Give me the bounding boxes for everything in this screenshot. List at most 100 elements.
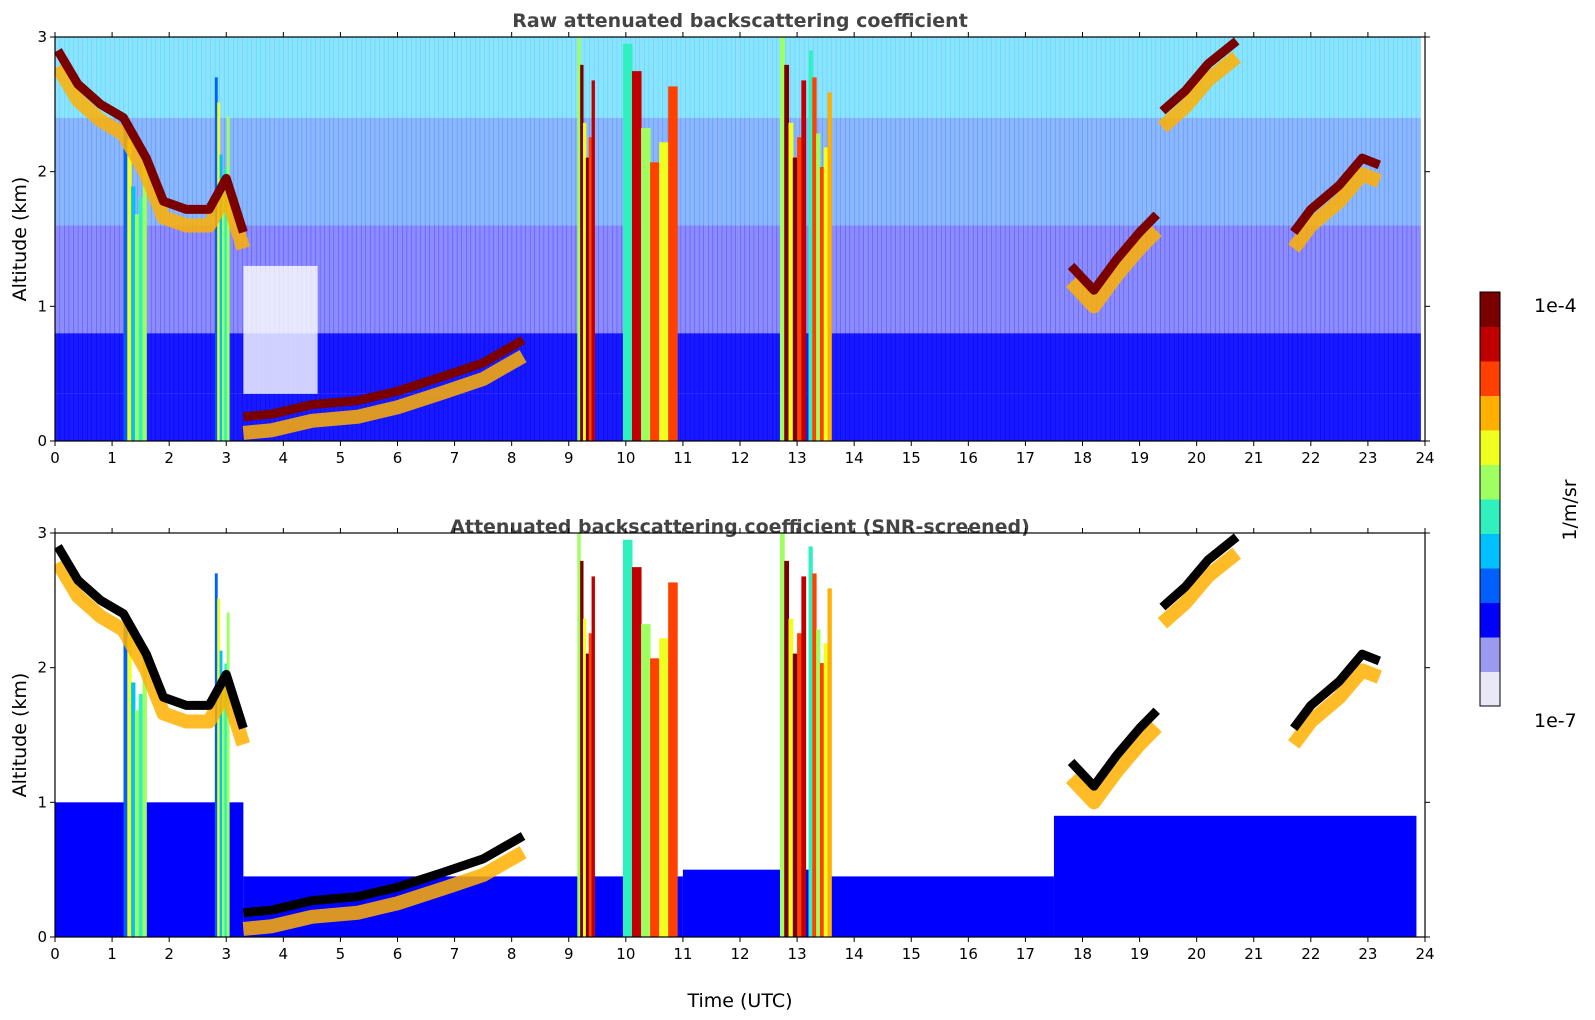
noise-cell	[603, 393, 609, 441]
noise-cell	[520, 37, 526, 118]
colorbar-swatch	[1480, 602, 1500, 638]
noise-cell	[283, 117, 289, 226]
noise-cell	[1014, 117, 1020, 226]
noise-cell	[1342, 333, 1348, 394]
noise-cell	[1269, 37, 1275, 118]
noise-cell	[986, 225, 992, 334]
noise-cell	[1246, 117, 1252, 226]
noise-cell	[598, 117, 604, 226]
noise-cell	[424, 393, 430, 441]
noise-cell	[1319, 37, 1326, 118]
x-tick-label: 5	[336, 945, 346, 963]
cloud-halo	[1288, 663, 1382, 749]
noise-cell	[1004, 225, 1010, 334]
noise-cell	[940, 37, 946, 118]
noise-cell	[557, 37, 563, 118]
noise-cell	[237, 333, 243, 394]
noise-cell	[1114, 333, 1120, 394]
noise-cell	[1370, 225, 1376, 334]
noise-cell	[598, 37, 604, 118]
noise-cell	[612, 225, 618, 334]
noise-cell	[666, 37, 672, 118]
noise-cell	[1310, 117, 1316, 226]
noise-cell	[831, 117, 837, 226]
noise-cell	[201, 225, 207, 334]
noise-cell	[1004, 333, 1010, 394]
noise-cell	[146, 37, 152, 118]
noise-cell	[708, 333, 714, 394]
noise-cell	[1306, 225, 1312, 334]
noise-cell	[991, 393, 997, 441]
noise-cell	[936, 393, 942, 441]
noise-cell	[1269, 393, 1275, 441]
noise-cell	[972, 333, 978, 394]
noise-cell	[1032, 225, 1038, 334]
noise-cell	[717, 225, 723, 334]
noise-cell	[1260, 225, 1266, 334]
noise-cell	[306, 37, 312, 118]
noise-cell	[360, 333, 367, 394]
noise-cell	[411, 117, 417, 226]
noise-cell	[1041, 393, 1047, 441]
noise-cell	[497, 225, 504, 334]
noise-cell	[1338, 225, 1344, 334]
column-cell	[142, 152, 147, 441]
noise-cell	[803, 117, 809, 226]
noise-cell	[1278, 37, 1284, 118]
noise-cell	[287, 37, 293, 118]
noise-cell	[1164, 225, 1170, 334]
noise-cell	[950, 225, 956, 334]
noise-cell	[639, 37, 645, 118]
noise-cell	[1192, 117, 1198, 226]
noise-cell	[173, 333, 179, 394]
noise-cell	[539, 225, 545, 334]
noise-cell	[968, 37, 974, 118]
noise-cell	[1141, 333, 1147, 394]
noise-cell	[146, 225, 152, 334]
noise-cell	[319, 117, 325, 226]
noise-cell	[420, 37, 426, 118]
noise-cell	[1096, 393, 1102, 441]
noise-cell	[251, 117, 257, 226]
noise-cell	[438, 225, 444, 334]
noise-cell	[740, 37, 746, 118]
noise-cell	[1315, 117, 1321, 226]
noise-cell	[356, 225, 362, 334]
noise-cell	[379, 225, 385, 334]
noise-cell	[1315, 225, 1321, 334]
noise-cell	[721, 37, 727, 118]
noise-cell	[1091, 225, 1097, 334]
noise-cell	[511, 117, 517, 226]
noise-cell	[1256, 117, 1262, 226]
noise-cell	[1260, 37, 1266, 118]
noise-cell	[680, 333, 686, 394]
noise-cell	[1128, 393, 1134, 441]
noise-cell	[689, 225, 695, 334]
noise-cell	[484, 117, 490, 226]
noise-cell	[1388, 117, 1394, 226]
bottom-panel-title: Attenuated backscattering coefficient (S…	[450, 516, 1030, 538]
noise-cell	[1333, 37, 1339, 118]
noise-cell	[685, 333, 691, 394]
noise-cell	[1224, 393, 1230, 441]
noise-cell	[936, 117, 942, 226]
noise-cell	[831, 393, 837, 441]
noise-cell	[858, 393, 864, 441]
x-tick-label: 19	[1130, 945, 1149, 963]
noise-cell	[1260, 333, 1266, 394]
noise-cell	[1361, 393, 1367, 441]
noise-cell	[1415, 117, 1421, 226]
noise-cell	[603, 333, 609, 394]
noise-cell	[950, 333, 956, 394]
noise-cell	[1246, 225, 1252, 334]
noise-cell	[182, 117, 188, 226]
noise-cell	[1201, 393, 1207, 441]
noise-cell	[1374, 117, 1380, 226]
noise-cell	[991, 333, 997, 394]
noise-cell	[329, 225, 335, 334]
column-cell	[217, 598, 221, 937]
noise-cell	[1301, 225, 1307, 334]
noise-cell	[607, 117, 613, 226]
noise-cell	[1059, 117, 1065, 226]
noise-cell	[657, 37, 663, 118]
